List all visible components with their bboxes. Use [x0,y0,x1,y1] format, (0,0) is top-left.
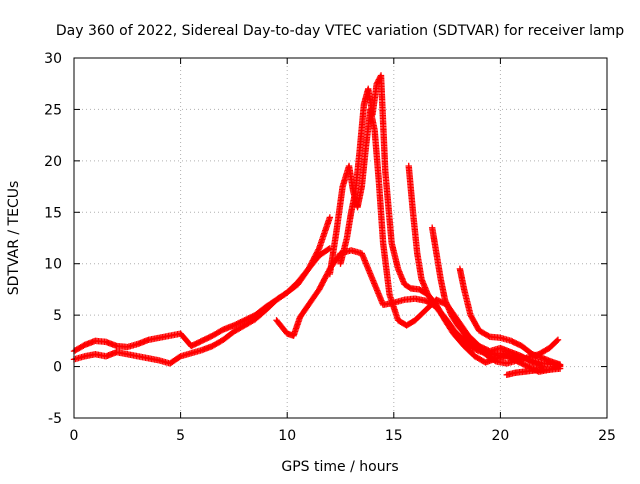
x-tick-label: 15 [385,428,403,444]
x-tick-label: 10 [278,428,296,444]
y-tick-label: 10 [44,257,62,273]
y-tick-label: 0 [53,360,62,376]
data-point [326,214,334,221]
y-tick-label: 25 [44,102,62,118]
x-tick-label: 25 [598,428,616,444]
plot-frame [73,57,608,419]
y-tick-label: 30 [44,51,62,67]
x-tick-label: 0 [70,428,79,444]
data-point [556,365,564,372]
y-tick-label: 5 [53,308,62,324]
y-axis-label: SDTVAR / TECUs [6,181,22,296]
y-tick-label: 15 [44,205,62,221]
data-point [315,246,322,253]
series-track-4 [326,106,547,370]
x-tick-label: 5 [176,428,185,444]
data-point [485,332,492,340]
chart-title: Day 360 of 2022, Sidereal Day-to-day VTE… [56,23,624,39]
series-track-8 [456,265,564,368]
y-tick-label: 20 [44,154,62,170]
series-track-2 [70,245,334,367]
data-point [553,337,561,345]
data-points [70,72,564,378]
series-track-9 [503,365,564,378]
x-tick-label: 20 [491,428,509,444]
y-tick-label: -5 [48,411,62,427]
data-point [554,336,562,344]
x-axis-label: GPS time / hours [281,459,398,475]
series-track-7 [428,224,562,367]
